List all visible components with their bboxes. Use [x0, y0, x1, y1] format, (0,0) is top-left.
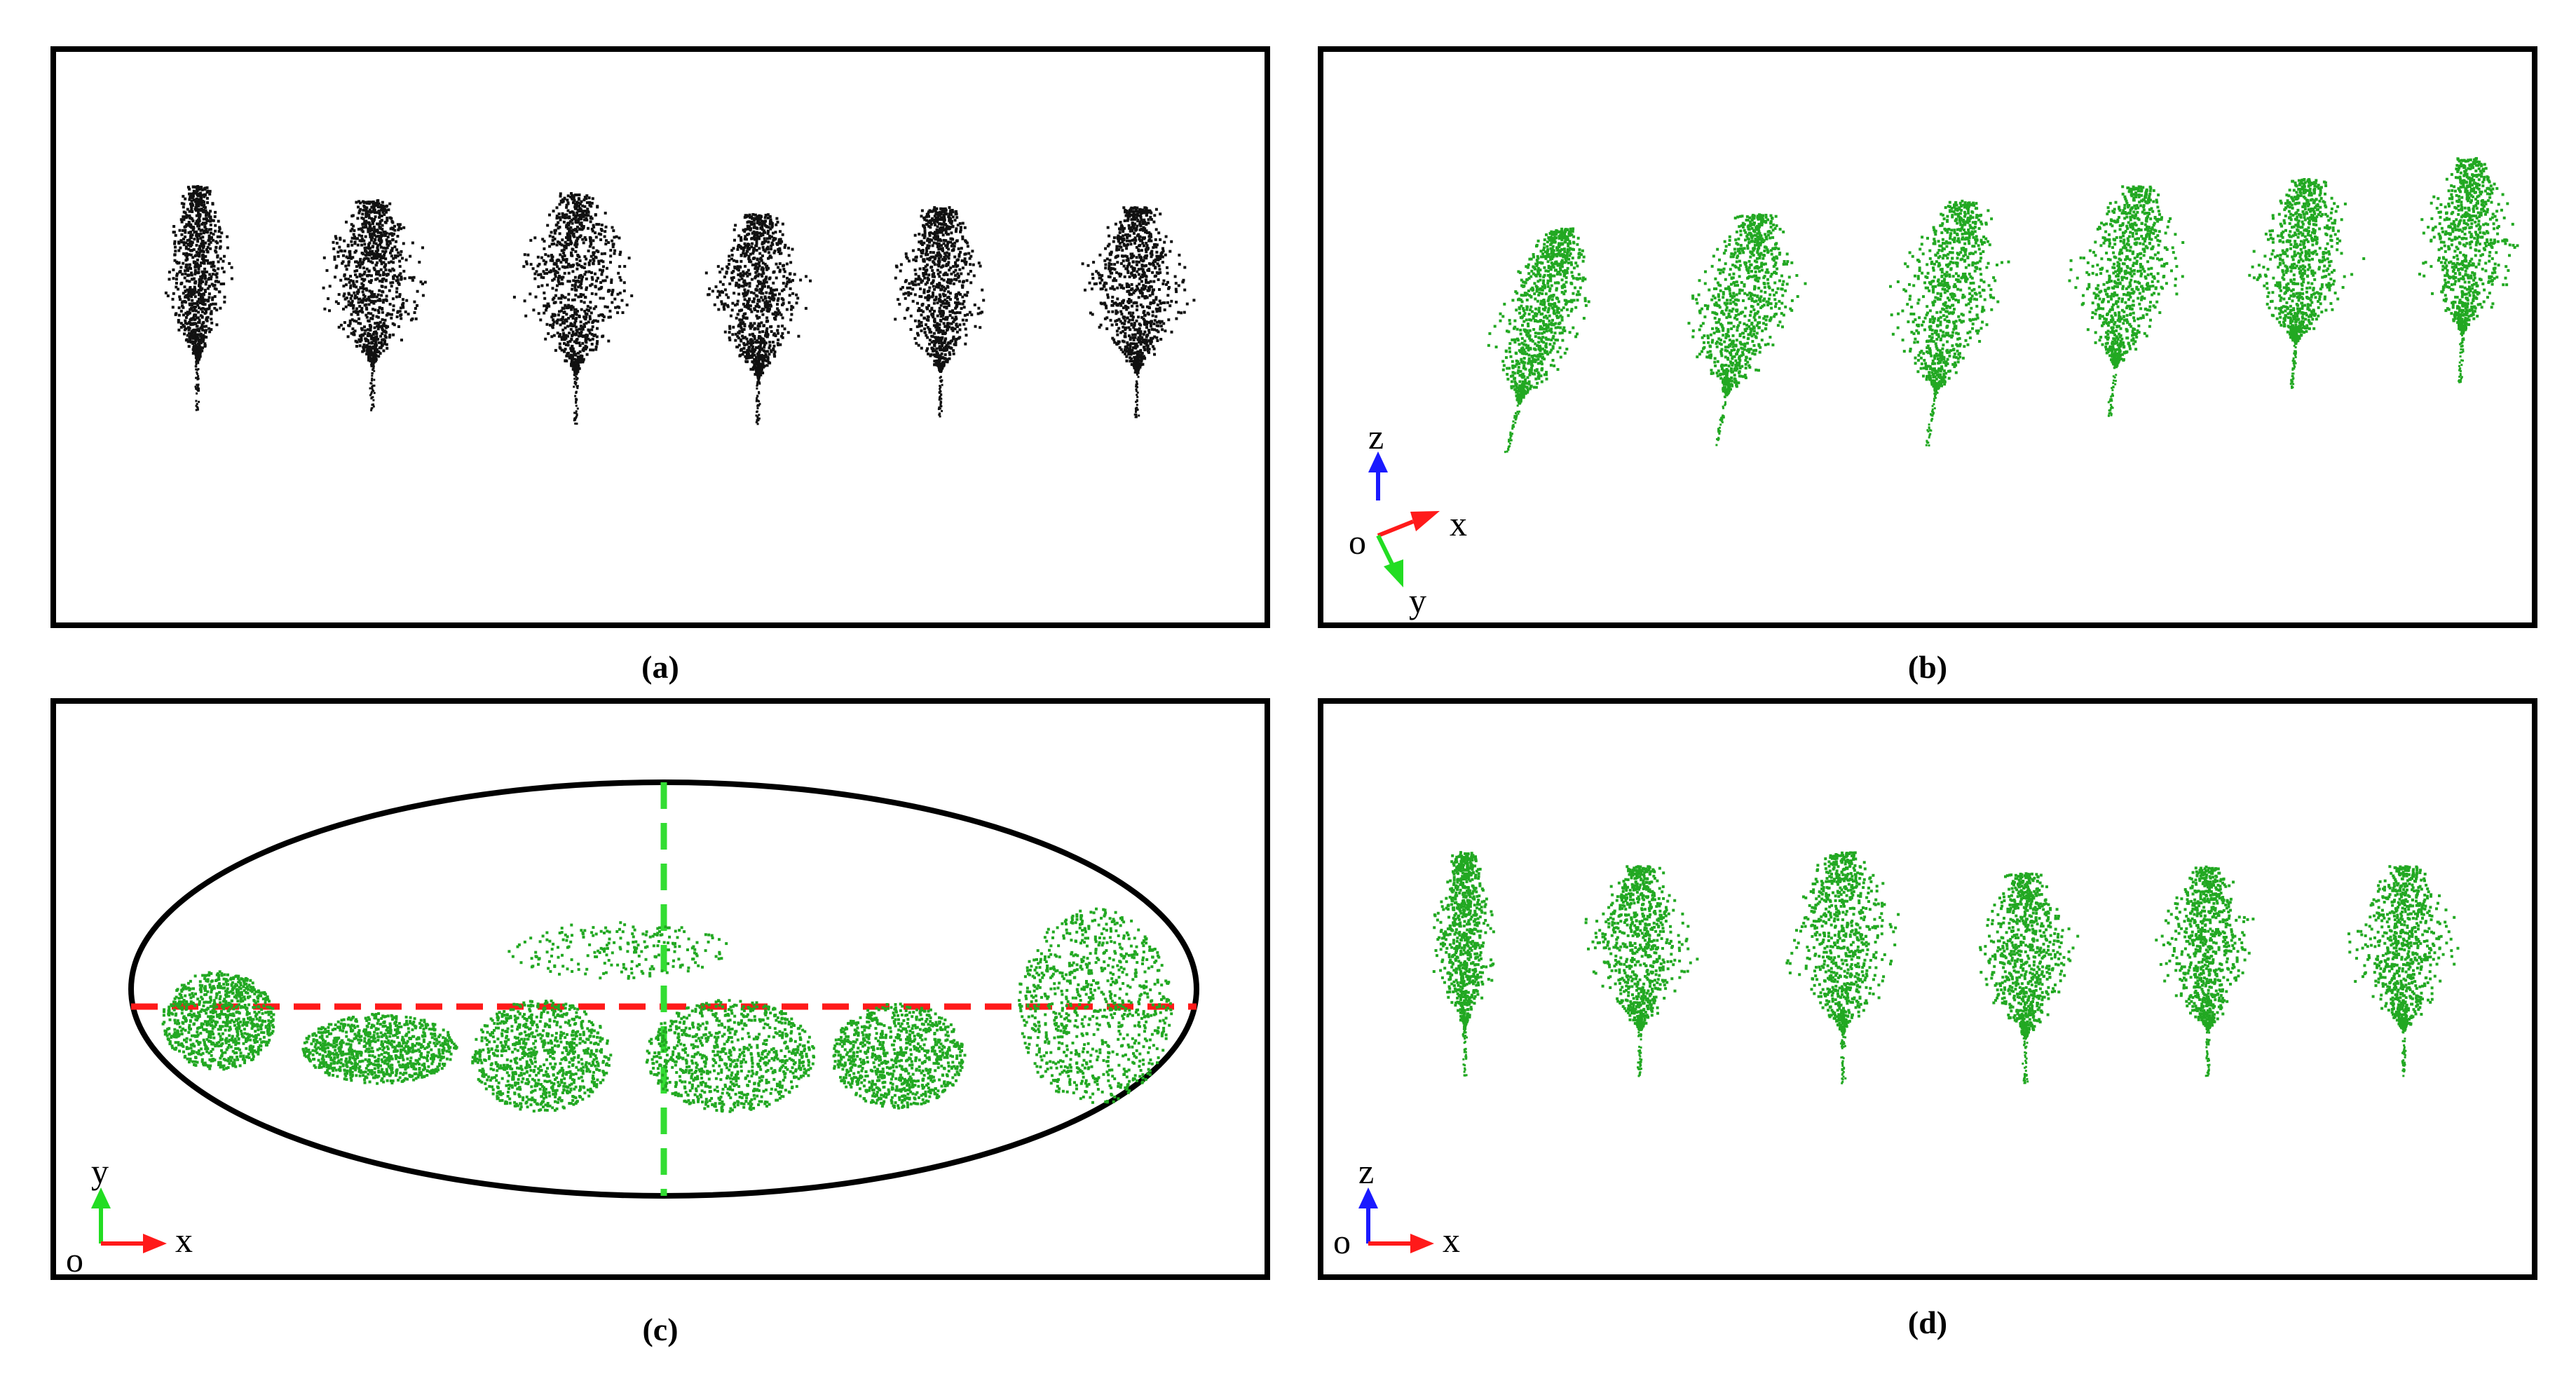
caption-d: (d) [1886, 1304, 1970, 1341]
tree-crown-top-view [161, 970, 275, 1071]
tree-point-cloud [2248, 178, 2366, 389]
axis-x-label-d: x [1443, 1220, 1460, 1260]
axis-z-label-b: z [1368, 417, 1384, 456]
tree-point-cloud [2155, 865, 2255, 1077]
caption-c: (c) [618, 1311, 702, 1348]
tree-point-cloud [164, 185, 233, 411]
tree-point-cloud [1432, 851, 1495, 1077]
axis-y-label-b: y [1409, 581, 1426, 620]
tree-point-cloud [1979, 872, 2080, 1084]
panel-c: y x o [50, 698, 1270, 1280]
axis-origin-label-c: o [66, 1240, 83, 1274]
axis-x-label-b: x [1450, 504, 1467, 543]
tree-point-cloud [1584, 865, 1699, 1077]
panel-a [50, 46, 1270, 628]
tree-point-cloud [894, 206, 986, 418]
tree-point-cloud [704, 213, 812, 425]
point-cloud-b: z x y o [1349, 157, 2519, 620]
tree-point-cloud [1889, 199, 2010, 447]
axis-z-label-d: z [1358, 1152, 1374, 1191]
tree-crown-top-view [507, 921, 728, 980]
tree-point-cloud [1687, 213, 1807, 447]
point-cloud-d: z x o [1333, 851, 2460, 1261]
axis-origin-label-b: o [1349, 522, 1366, 561]
tree-crown-top-view [301, 1012, 458, 1085]
tree-point-cloud [1487, 227, 1590, 454]
tree-point-cloud [512, 192, 634, 425]
caption-b: (b) [1886, 648, 1970, 686]
tree-crown-top-view [645, 999, 815, 1113]
tree-point-cloud [2418, 157, 2519, 383]
axis-triad-d: z x o [1333, 1152, 1460, 1261]
point-cloud-c: y x o [66, 779, 1199, 1274]
tree-crown-top-view [1018, 907, 1173, 1104]
point-cloud-a [164, 185, 1196, 425]
axis-x-label-c: x [175, 1220, 193, 1260]
tree-point-cloud [1081, 206, 1196, 418]
caption-a: (a) [618, 648, 702, 686]
tree-point-cloud [1785, 851, 1900, 1084]
tree-crown-top-view [832, 1002, 967, 1110]
axis-triad-b: z x y o [1349, 417, 1467, 620]
axis-triad-c: y x o [66, 1152, 193, 1274]
tree-point-cloud [2068, 185, 2185, 417]
tree-point-cloud [322, 199, 427, 411]
panel-d: z x o [1318, 698, 2537, 1280]
axis-origin-label-d: o [1333, 1222, 1351, 1261]
panel-b: z x y o [1318, 46, 2537, 628]
tree-point-cloud [2347, 865, 2460, 1077]
tree-crown-top-view [471, 1000, 613, 1113]
axis-y-label-c: y [91, 1152, 109, 1191]
